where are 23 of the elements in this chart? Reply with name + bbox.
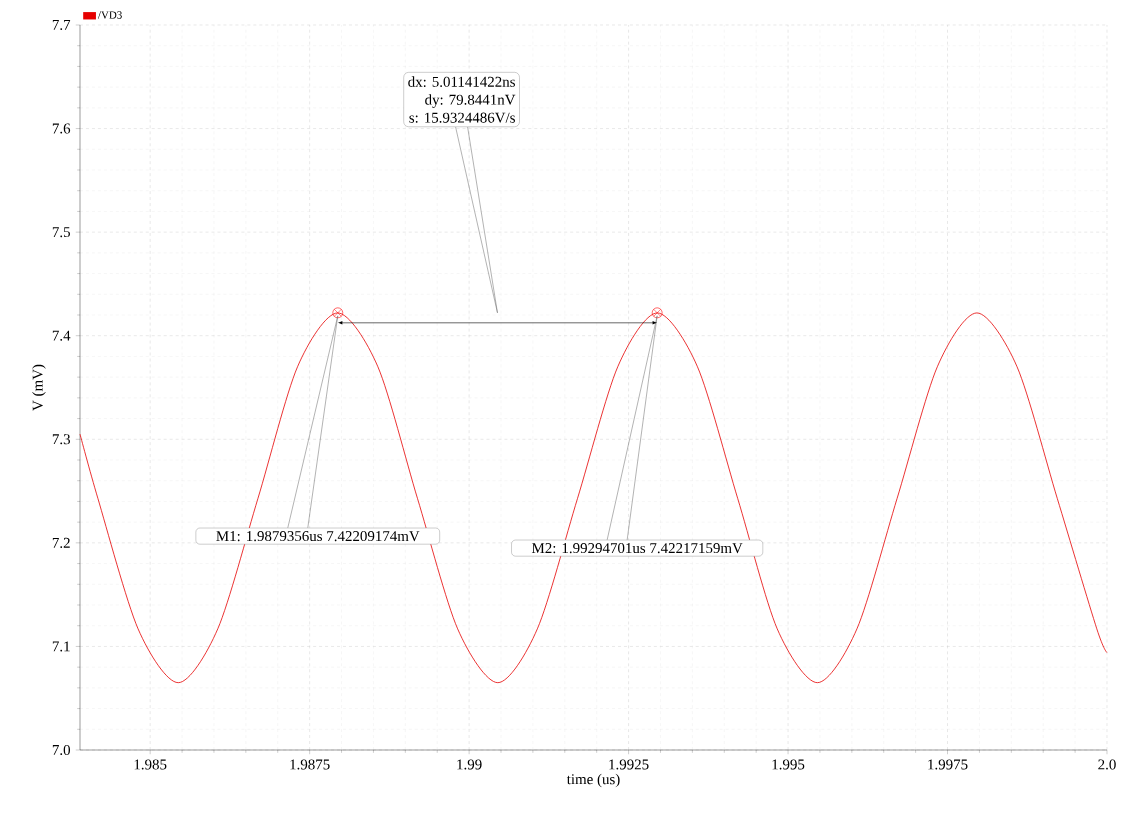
annotation: dy: 79.8441nV (425, 94, 516, 108)
annotation: dx: 5.01141422ns (408, 76, 515, 87)
y-tick-label: 7.7 (52, 20, 71, 30)
annotation: M2: 1.99294701us 7.42217159mV (531, 543, 743, 554)
y-tick-label: 7.2 (52, 537, 70, 548)
x-tick-label: 1.985 (134, 759, 167, 770)
x-tick-label: 1.9975 (928, 759, 968, 770)
x-tick-label: 1.99 (457, 759, 482, 770)
x-tick-label: 1.995 (772, 759, 805, 770)
x-tick-label: 1.9925 (609, 759, 649, 770)
y-tick-label: 7.6 (52, 123, 71, 134)
y-tick-label: 7.3 (52, 434, 70, 445)
annotation: M1: 1.9879356us 7.42209174mV (216, 531, 420, 542)
x-axis-title: time (us) (566, 773, 620, 788)
annotation: s: 15.9324486V/s (409, 112, 515, 123)
y-tick-label: 7.4 (52, 330, 71, 341)
y-tick-label: 7.5 (52, 227, 70, 238)
y-tick-label: 7.1 (52, 641, 70, 652)
y-tick-label: 7.0 (52, 744, 71, 756)
x-tick-label: 1.9875 (290, 759, 330, 770)
y-axis-title: V (mV) (32, 364, 46, 411)
legend-label: /VD3 (97, 11, 122, 19)
x-tick-label: 2.0 (1098, 759, 1116, 770)
